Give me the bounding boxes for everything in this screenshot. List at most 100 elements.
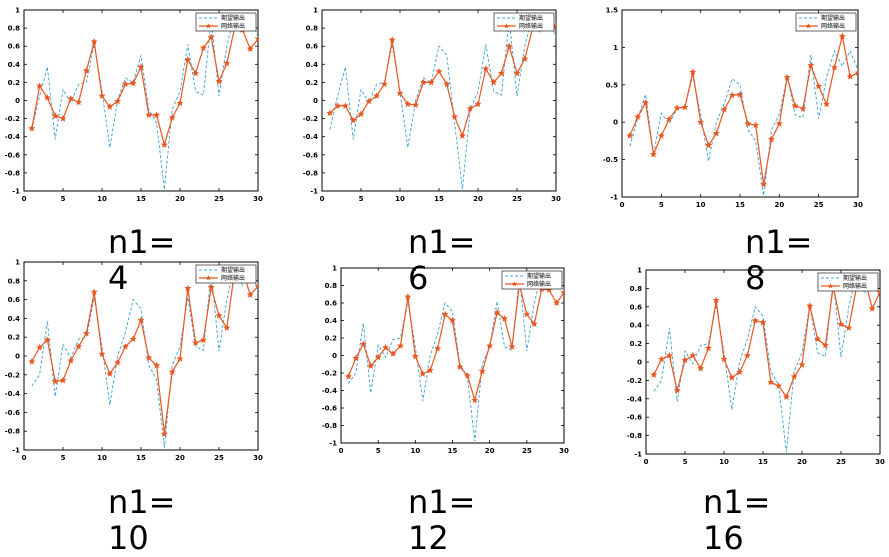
network-output-point [43, 94, 51, 101]
network-output-point [482, 65, 490, 72]
network-output-point [352, 354, 360, 362]
y-tick-label: 0.8 [8, 277, 21, 285]
x-tick-label: 10 [395, 195, 405, 203]
network-output-point [681, 103, 689, 111]
y-tick-label: 0 [313, 97, 318, 105]
network-output-point [497, 69, 505, 77]
x-tick-label: 5 [659, 201, 664, 209]
plot-frame [645, 269, 881, 455]
network-output-point [471, 396, 479, 404]
network-output-point [67, 94, 75, 102]
y-tick-label: 1 [332, 265, 337, 273]
legend-expected-label: 期望输出 [843, 274, 867, 282]
network-output-point [838, 32, 846, 40]
network-output-point [51, 112, 59, 119]
network-output-point [759, 318, 767, 326]
y-tick-label: -0.4 [627, 395, 642, 403]
network-output-point [168, 113, 176, 121]
network-output-point [246, 45, 254, 52]
subplot-2: 0 5 10 15 20 25 30 -1 -0.8 -0.6 -0.4 -0.2 0 0.2 0.4 0.6… [0, 0, 600, 250]
x-tick-label: 15 [136, 454, 146, 462]
caption-n1-4: n1=4 [108, 223, 176, 297]
y-tick-label: -1 [634, 451, 642, 459]
network-output-point [486, 342, 494, 349]
y-tick-label: -0.6 [5, 151, 20, 159]
x-tick-label: 30 [253, 454, 263, 462]
network-output-point [427, 78, 435, 86]
y-tick-label: -0.2 [322, 370, 337, 378]
y-tick-label: -0.8 [5, 428, 20, 436]
network-output-point [129, 79, 137, 87]
network-output-point [530, 320, 538, 328]
network-output-point [36, 343, 44, 351]
plot-area [28, 13, 258, 190]
network-output-point [697, 364, 705, 372]
network-output-point [673, 386, 681, 394]
legend-network-label: 网络输出 [221, 22, 245, 30]
network-output-point [751, 316, 759, 324]
network-output-point [665, 115, 673, 123]
y-tick-label: -1 [610, 194, 618, 202]
x-tick-label: 10 [97, 195, 107, 203]
y-tick-label: 0.2 [325, 335, 338, 343]
network-output-point [466, 104, 474, 112]
x-tick-label: 15 [434, 195, 444, 203]
x-tick-label: 0 [22, 454, 27, 462]
y-tick-label: 1 [613, 44, 618, 52]
network-output-point [665, 351, 673, 359]
chart-svg: 0 5 10 15 20 25 30 -1 -0.8 -0.6 -0.4 -0.2 0 0.2 0.4 0.6… [322, 265, 569, 456]
y-tick-label: 1 [637, 267, 642, 275]
network-output-point [365, 97, 373, 105]
network-output-point [145, 354, 153, 361]
y-tick-label: -0.2 [5, 115, 20, 123]
y-tick-label: 0.5 [606, 81, 619, 89]
x-tick-label: 15 [136, 195, 146, 203]
network-output-point [799, 105, 807, 112]
network-output-point [712, 129, 720, 137]
x-tick-label: 20 [485, 447, 495, 455]
network-output-point [199, 336, 207, 344]
legend-network-label: 网络输出 [821, 22, 845, 30]
network-output-point [478, 367, 486, 375]
expected-output-line [653, 273, 880, 453]
network-output-point [521, 55, 529, 62]
network-output-point [67, 356, 75, 364]
network-output-point [434, 344, 442, 352]
y-tick-label: -0.6 [627, 414, 642, 422]
y-tick-label: 0.2 [8, 334, 21, 342]
legend-network-label: 网络输出 [519, 22, 543, 30]
network-output-point [137, 316, 145, 324]
network-output-point [807, 61, 815, 69]
network-output-point [704, 141, 713, 149]
y-tick-label: 0.6 [306, 43, 319, 51]
y-tick-label: 0.4 [8, 315, 21, 323]
x-tick-label: 30 [559, 447, 569, 455]
y-tick-label: 1 [15, 259, 20, 267]
network-output-point [82, 329, 90, 337]
x-tick-label: 30 [875, 458, 885, 466]
y-tick-label: 1 [313, 7, 318, 15]
network-output-point [791, 102, 799, 109]
x-tick-label: 20 [473, 195, 483, 203]
network-output-point [419, 78, 427, 86]
x-tick-label: 25 [214, 454, 224, 462]
y-tick-label: 0.6 [630, 303, 643, 311]
x-tick-label: 25 [512, 195, 522, 203]
legend-network-marker [805, 23, 812, 29]
legend-network-marker [205, 275, 212, 281]
network-output-point [443, 80, 451, 88]
network-output-point [500, 315, 509, 322]
x-tick-label: 30 [551, 195, 561, 203]
network-output-point [184, 284, 192, 292]
x-tick-label: 15 [758, 458, 768, 466]
y-tick-label: -0.6 [303, 151, 318, 159]
legend-network-marker [827, 283, 834, 289]
network-output-point [160, 141, 168, 148]
y-tick-label: 0 [637, 359, 642, 367]
network-output-point [553, 299, 561, 307]
plot-frame [621, 9, 859, 198]
network-output-point [59, 376, 67, 384]
y-tick-label: 1 [15, 7, 20, 15]
y-tick-label: -0.8 [322, 422, 337, 430]
expected-output-line [348, 270, 564, 442]
